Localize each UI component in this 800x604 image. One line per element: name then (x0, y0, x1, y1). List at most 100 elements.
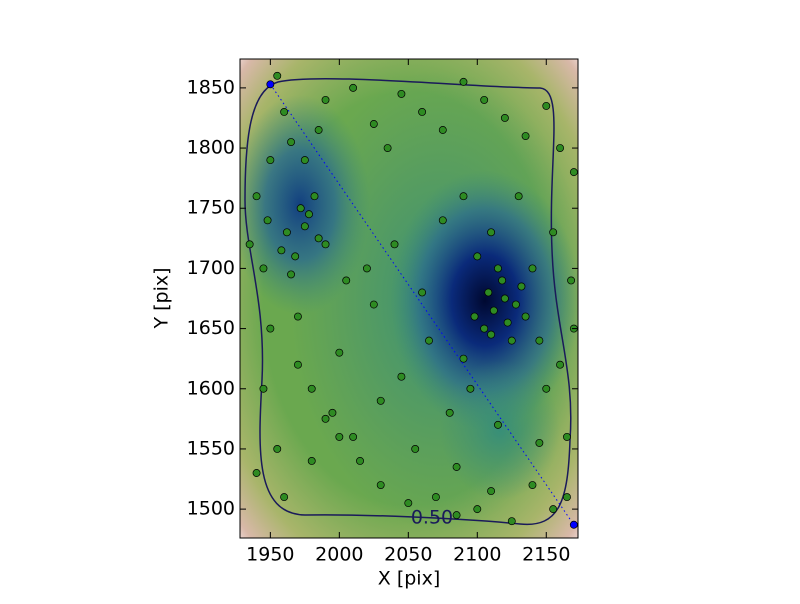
point (335, 432, 344, 441)
point (431, 493, 440, 502)
point (528, 264, 537, 273)
point (273, 444, 282, 453)
point (487, 330, 496, 339)
point (349, 83, 358, 92)
point (390, 240, 399, 249)
x-tick-label: 2100 (453, 544, 501, 566)
point (489, 306, 498, 315)
point (500, 294, 509, 303)
point (556, 144, 565, 153)
point (511, 300, 520, 309)
point (263, 216, 272, 225)
point (528, 481, 537, 489)
point (369, 300, 378, 309)
plot-frame (239, 58, 579, 539)
y-tick-label: 1800 (187, 137, 235, 159)
point (321, 414, 330, 423)
point (296, 204, 305, 213)
point (245, 240, 254, 249)
point (480, 324, 489, 333)
point (563, 493, 571, 502)
x-axis-label: X [pix] (378, 568, 440, 590)
point (300, 222, 309, 231)
y-tick-label: 1700 (187, 257, 235, 279)
x-tick-label: 2050 (384, 544, 432, 566)
point (514, 192, 523, 201)
point (293, 312, 302, 321)
point (349, 432, 358, 441)
y-tick-label: 1850 (187, 76, 235, 98)
contour-label: 0.50 (411, 507, 453, 529)
y-tick-label: 1750 (187, 197, 235, 219)
point (252, 192, 261, 201)
point (418, 288, 427, 297)
y-tick-label: 1600 (187, 377, 235, 399)
point (503, 318, 512, 327)
point (252, 469, 261, 477)
point (425, 336, 433, 345)
point (291, 252, 300, 261)
point (300, 156, 309, 165)
point (517, 282, 526, 291)
point (335, 348, 344, 357)
y-tick-label: 1650 (187, 317, 235, 339)
point (567, 276, 576, 285)
contour-line (244, 77, 572, 526)
point (397, 372, 406, 381)
point (310, 192, 319, 201)
point (259, 384, 268, 393)
point (535, 438, 544, 447)
point (473, 505, 482, 514)
point (376, 481, 385, 489)
point (277, 246, 286, 255)
point (521, 132, 530, 140)
y-tick-label: 1550 (187, 437, 235, 459)
marks (245, 71, 578, 529)
point (556, 360, 565, 369)
point (287, 270, 295, 279)
point (563, 432, 571, 441)
point (480, 95, 489, 104)
point (459, 192, 468, 201)
point (314, 126, 323, 134)
point (521, 312, 530, 321)
point (321, 95, 330, 104)
point (459, 77, 468, 86)
point (321, 240, 330, 249)
point (569, 168, 578, 177)
point (404, 499, 413, 508)
point (342, 276, 351, 285)
x-tick-label: 1950 (246, 544, 294, 566)
point (307, 457, 316, 465)
point (259, 264, 268, 273)
point (569, 520, 578, 529)
point (356, 457, 364, 465)
point (314, 234, 323, 243)
point (542, 384, 551, 393)
point (542, 101, 551, 110)
point (328, 408, 337, 417)
point (507, 336, 516, 345)
point (411, 444, 420, 453)
y-tick-label: 1500 (187, 498, 235, 520)
connector-line (269, 83, 575, 526)
point (473, 252, 482, 261)
point (535, 336, 544, 345)
point (507, 517, 516, 526)
x-tick-label: 2000 (315, 544, 363, 566)
point (307, 384, 316, 393)
point (280, 108, 289, 116)
density-background (240, 59, 578, 538)
point (376, 396, 385, 405)
point (549, 505, 558, 514)
point (282, 228, 291, 237)
point (418, 108, 427, 116)
x-tick-label: 2150 (522, 544, 570, 566)
point (494, 264, 502, 273)
point (500, 114, 509, 122)
point (266, 80, 275, 89)
point (487, 487, 496, 496)
point (484, 288, 493, 297)
point (397, 89, 406, 98)
point (383, 144, 392, 153)
